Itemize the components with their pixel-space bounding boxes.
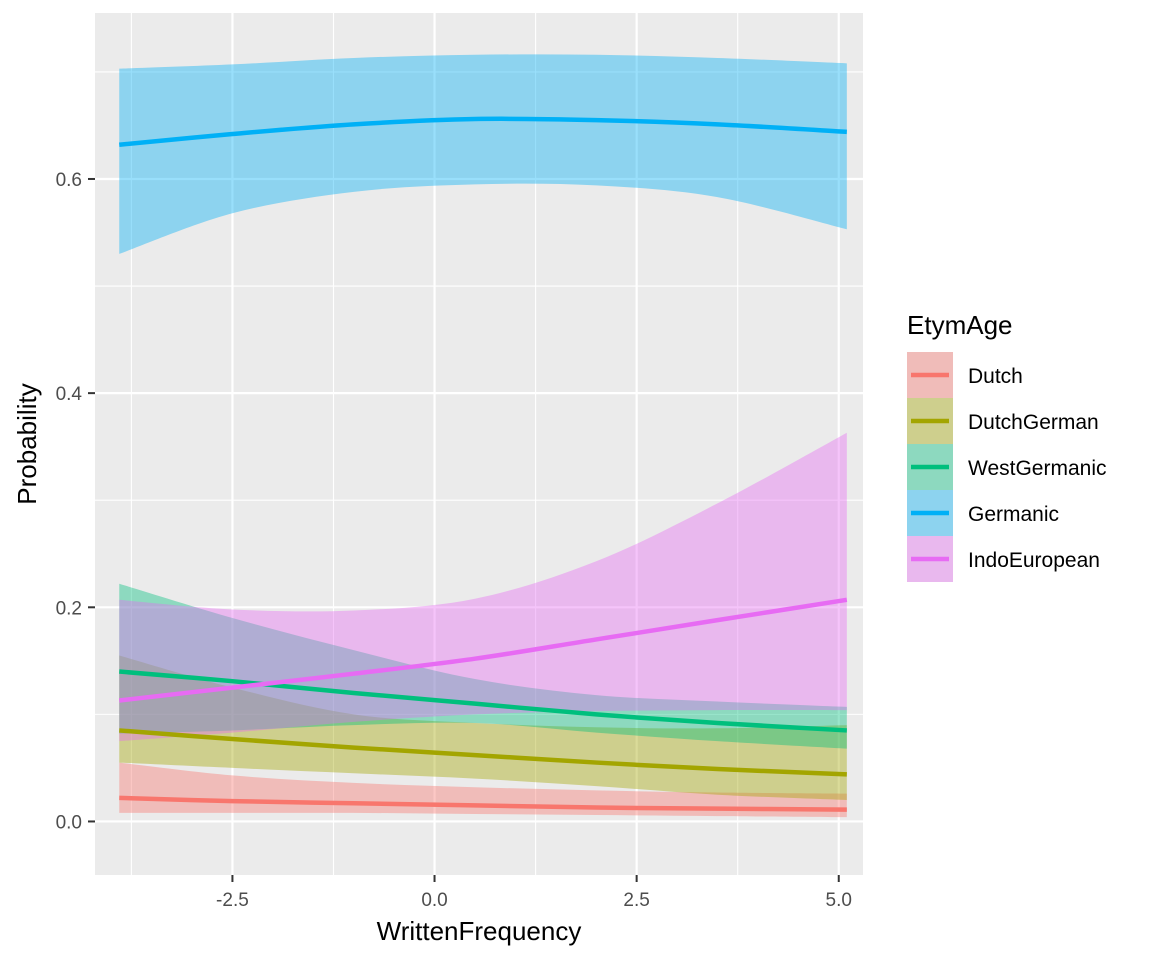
y-tick-label: 0.4 <box>56 384 83 405</box>
x-axis-title: WrittenFrequency <box>377 916 582 946</box>
x-tick-label: 0.0 <box>421 890 447 911</box>
x-tick-label: 5.0 <box>826 890 852 911</box>
line-dutch <box>119 795 847 812</box>
legend-label-dutch: Dutch <box>968 365 1023 388</box>
ribbon-germanic <box>119 54 847 254</box>
ribbon-westgermanic <box>119 583 847 749</box>
legend-label-westgermanic: WestGermanic <box>968 457 1106 480</box>
x-tick-label: 2.5 <box>623 890 649 911</box>
legend-label-germanic: Germanic <box>968 503 1059 526</box>
series-lines <box>118 116 848 812</box>
y-tick-label: 0.0 <box>56 812 82 833</box>
legend-title: EtymAge <box>907 310 1013 340</box>
x-tick-label: -2.5 <box>216 890 249 911</box>
y-axis: 0.0 0.2 0.4 0.6 <box>56 170 95 833</box>
grid-major <box>95 13 863 875</box>
legend-label-indoeuropean: IndoEuropean <box>968 549 1100 572</box>
ribbon-indoeuropean <box>119 432 847 742</box>
grid-minor <box>95 13 863 875</box>
y-tick-label: 0.2 <box>56 598 82 619</box>
confidence-ribbons <box>119 54 847 818</box>
y-tick-label: 0.6 <box>56 170 82 191</box>
y-axis-title: Probability <box>12 383 42 504</box>
x-axis: -2.5 0.0 2.5 5.0 <box>216 875 852 911</box>
line-germanic <box>119 116 847 147</box>
line-dutchgerman <box>119 728 847 777</box>
ribbon-dutchgerman <box>119 655 847 801</box>
legend-label-dutchgerman: DutchGerman <box>968 411 1099 434</box>
line-westgermanic <box>119 669 847 733</box>
line-indoeuropean <box>118 597 848 703</box>
panel-background <box>95 13 863 875</box>
legend: Dutch DutchGerman WestGermanic Germanic Indo… <box>907 352 1106 582</box>
